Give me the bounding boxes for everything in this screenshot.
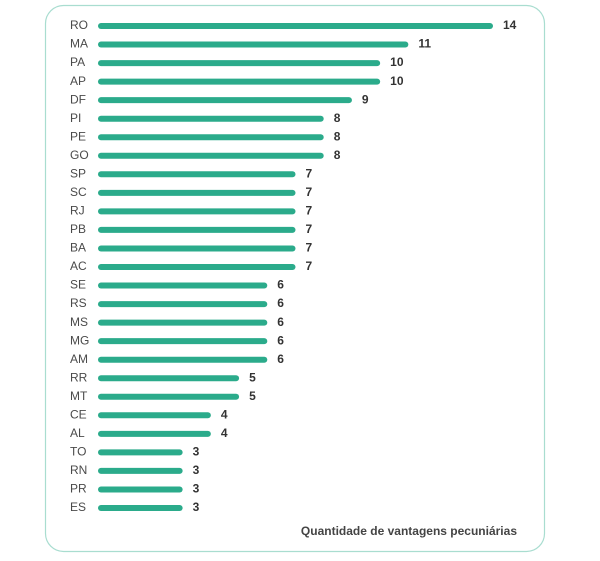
value-label: 4 <box>221 426 228 440</box>
category-label: RO <box>70 18 88 32</box>
value-label: 8 <box>334 148 341 162</box>
value-label: 6 <box>277 315 284 329</box>
bar <box>98 226 296 233</box>
category-label: MG <box>70 333 89 347</box>
value-label: 5 <box>249 370 256 384</box>
value-label: 7 <box>306 204 313 218</box>
bar <box>98 486 183 493</box>
value-label: 14 <box>503 18 517 32</box>
value-label: 3 <box>193 463 200 477</box>
category-label: RJ <box>70 204 85 218</box>
bar <box>98 97 352 104</box>
category-label: PB <box>70 222 86 236</box>
bar <box>98 319 268 326</box>
bar <box>98 208 296 215</box>
category-label: BA <box>70 241 86 255</box>
category-label: DF <box>70 92 86 106</box>
bar <box>98 282 268 289</box>
value-label: 10 <box>390 55 404 69</box>
value-label: 7 <box>306 185 313 199</box>
category-label: MA <box>70 37 88 51</box>
category-label: PE <box>70 129 86 143</box>
category-label: SE <box>70 278 86 292</box>
bar <box>98 115 324 122</box>
category-label: GO <box>70 148 89 162</box>
x-axis-label: Quantidade de vantagens pecuniárias <box>301 524 517 538</box>
category-label: AC <box>70 259 87 273</box>
value-label: 3 <box>193 445 200 459</box>
bar <box>98 467 183 474</box>
bar <box>98 23 493 29</box>
value-label: 6 <box>277 352 284 366</box>
bar <box>98 41 409 48</box>
category-label: TO <box>70 445 86 459</box>
category-label: SP <box>70 166 86 180</box>
category-label: MT <box>70 389 88 403</box>
category-label: SC <box>70 185 87 199</box>
bar <box>98 505 183 511</box>
value-label: 3 <box>193 482 200 496</box>
category-label: RR <box>70 370 88 384</box>
category-label: AM <box>70 352 88 366</box>
category-label: PA <box>70 55 85 69</box>
category-label: AP <box>70 74 86 88</box>
bar <box>98 171 296 178</box>
value-label: 7 <box>306 166 313 180</box>
category-label: RN <box>70 463 87 477</box>
bar <box>98 301 268 308</box>
bar <box>98 264 296 270</box>
category-label: PI <box>70 111 81 125</box>
bar <box>98 134 324 141</box>
value-label: 3 <box>193 500 200 514</box>
category-label: ES <box>70 500 86 514</box>
value-label: 7 <box>306 222 313 236</box>
value-label: 8 <box>334 111 341 125</box>
bar <box>98 338 268 345</box>
value-label: 6 <box>277 278 284 292</box>
bar <box>98 449 183 456</box>
bar <box>98 430 211 437</box>
bar <box>98 189 296 196</box>
bar <box>98 356 268 363</box>
value-label: 7 <box>306 259 313 273</box>
value-label: 8 <box>334 129 341 143</box>
category-label: PR <box>70 482 87 496</box>
value-label: 5 <box>249 389 256 403</box>
value-label: 6 <box>277 333 284 347</box>
category-label: CE <box>70 407 87 421</box>
category-label: AL <box>70 426 85 440</box>
bar <box>98 412 211 419</box>
value-label: 9 <box>362 92 369 106</box>
category-label: MS <box>70 315 88 329</box>
bar <box>98 60 381 67</box>
value-label: 4 <box>221 407 228 421</box>
bar <box>98 393 240 400</box>
bar <box>98 152 324 159</box>
value-label: 6 <box>277 296 284 310</box>
value-label: 7 <box>306 241 313 255</box>
value-label: 11 <box>418 37 431 51</box>
category-label: RS <box>70 296 87 310</box>
value-label: 10 <box>390 74 404 88</box>
bar <box>98 375 240 382</box>
bar <box>98 78 381 85</box>
bar <box>98 245 296 252</box>
